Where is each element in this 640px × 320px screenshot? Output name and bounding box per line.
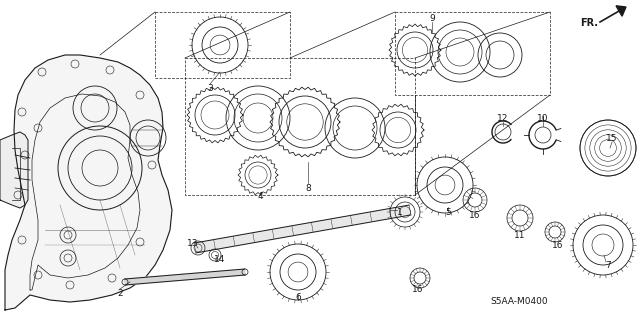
Polygon shape [616,6,626,16]
Polygon shape [194,205,411,253]
Polygon shape [5,55,172,310]
Text: 2: 2 [117,289,123,298]
Text: 8: 8 [305,183,311,193]
Text: 4: 4 [257,191,263,201]
Text: 14: 14 [214,255,226,265]
Text: 13: 13 [188,238,199,247]
Text: 10: 10 [537,114,548,123]
Text: 6: 6 [295,293,301,302]
Text: FR.: FR. [580,18,598,28]
Text: S5AA-M0400: S5AA-M0400 [490,298,548,307]
Polygon shape [0,132,28,208]
Text: 1: 1 [397,207,403,217]
Text: 16: 16 [412,285,424,294]
Text: 15: 15 [606,133,618,142]
Text: 16: 16 [552,241,564,250]
Text: 9: 9 [429,13,435,22]
Text: 12: 12 [497,114,509,123]
Text: 11: 11 [515,230,525,239]
Text: 7: 7 [605,260,611,269]
Text: 3: 3 [207,84,213,92]
Text: 5: 5 [445,207,451,217]
Polygon shape [125,269,245,285]
Text: 16: 16 [469,211,481,220]
